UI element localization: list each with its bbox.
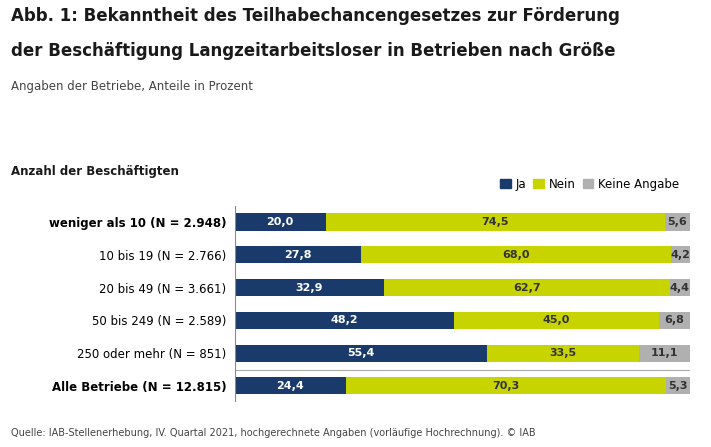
Bar <box>670 246 690 263</box>
Bar <box>235 279 385 296</box>
Bar <box>361 246 670 263</box>
Text: Anzahl der Beschäftigten: Anzahl der Beschäftigten <box>11 165 178 178</box>
Bar <box>665 214 690 231</box>
Text: 68,0: 68,0 <box>502 250 530 260</box>
Text: 33,5: 33,5 <box>550 348 577 358</box>
Text: Abb. 1: Bekanntheit des Teilhabechancengesetzes zur Förderung: Abb. 1: Bekanntheit des Teilhabechanceng… <box>11 7 619 25</box>
Text: Quelle: IAB-Stellenerhebung, IV. Quartal 2021, hochgerechnete Angaben (vorläufig: Quelle: IAB-Stellenerhebung, IV. Quartal… <box>11 428 535 438</box>
Bar <box>235 345 487 362</box>
Text: 45,0: 45,0 <box>542 315 570 325</box>
Text: 55,4: 55,4 <box>347 348 375 358</box>
Bar <box>326 214 665 231</box>
Text: 32,9: 32,9 <box>296 283 324 293</box>
Text: 6,8: 6,8 <box>664 315 684 325</box>
Bar <box>235 246 361 263</box>
Text: 24,4: 24,4 <box>277 381 304 391</box>
Text: 48,2: 48,2 <box>331 315 358 325</box>
Bar <box>385 279 670 296</box>
Bar <box>639 345 690 362</box>
Bar <box>670 279 690 296</box>
Text: 4,2: 4,2 <box>670 250 690 260</box>
Text: 5,6: 5,6 <box>668 217 688 227</box>
Legend: Ja, Nein, Keine Angabe: Ja, Nein, Keine Angabe <box>496 173 684 196</box>
Text: 4,4: 4,4 <box>670 283 690 293</box>
Text: 74,5: 74,5 <box>481 217 509 227</box>
Text: 5,3: 5,3 <box>668 381 688 391</box>
Bar <box>235 312 454 329</box>
Bar <box>487 345 639 362</box>
Text: Angaben der Betriebe, Anteile in Prozent: Angaben der Betriebe, Anteile in Prozent <box>11 80 252 93</box>
Bar <box>665 377 690 394</box>
Bar <box>454 312 658 329</box>
Text: 27,8: 27,8 <box>284 250 311 260</box>
Bar <box>658 312 690 329</box>
Bar <box>235 214 326 231</box>
Bar <box>235 377 346 394</box>
Text: 70,3: 70,3 <box>492 381 519 391</box>
Text: 20,0: 20,0 <box>267 217 294 227</box>
Text: 11,1: 11,1 <box>651 348 678 358</box>
Bar <box>346 377 665 394</box>
Text: der Beschäftigung Langzeitarbeitsloser in Betrieben nach Größe: der Beschäftigung Langzeitarbeitsloser i… <box>11 42 615 60</box>
Text: 62,7: 62,7 <box>513 283 541 293</box>
